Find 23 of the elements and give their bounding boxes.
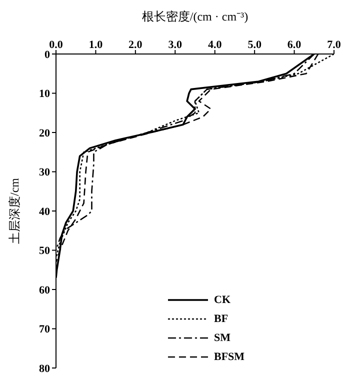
y-tick-label: 40 xyxy=(39,206,50,218)
x-tick-label: 2.0 xyxy=(128,39,143,51)
legend-label: CK xyxy=(214,294,230,306)
x-tick-label: 7.0 xyxy=(327,39,342,51)
y-tick-label: 20 xyxy=(39,127,50,140)
y-tick-label: 0 xyxy=(44,48,50,61)
x-tick-label: 0.0 xyxy=(49,39,64,51)
y-tick-label: 50 xyxy=(39,245,50,258)
y-tick-label: 80 xyxy=(39,362,50,374)
legend-label: BF xyxy=(214,312,228,324)
x-axis-title: 根长密度/(cm · cm⁻³) xyxy=(142,10,248,24)
y-tick-label: 70 xyxy=(39,324,50,336)
y-tick-label: 30 xyxy=(39,166,50,179)
legend-label: BFSM xyxy=(214,350,245,362)
legend-label: SM xyxy=(214,332,230,344)
y-axis-title: 土层深度/cm xyxy=(7,177,22,244)
x-tick-label: 5.0 xyxy=(248,39,262,51)
x-tick-label: 4.0 xyxy=(208,39,222,51)
y-tick-label: 10 xyxy=(39,88,50,100)
x-tick-label: 3.0 xyxy=(168,39,183,51)
x-tick-label: 1.0 xyxy=(88,39,104,51)
y-tick-label: 60 xyxy=(39,284,50,296)
x-tick-label: 6.0 xyxy=(287,39,302,51)
